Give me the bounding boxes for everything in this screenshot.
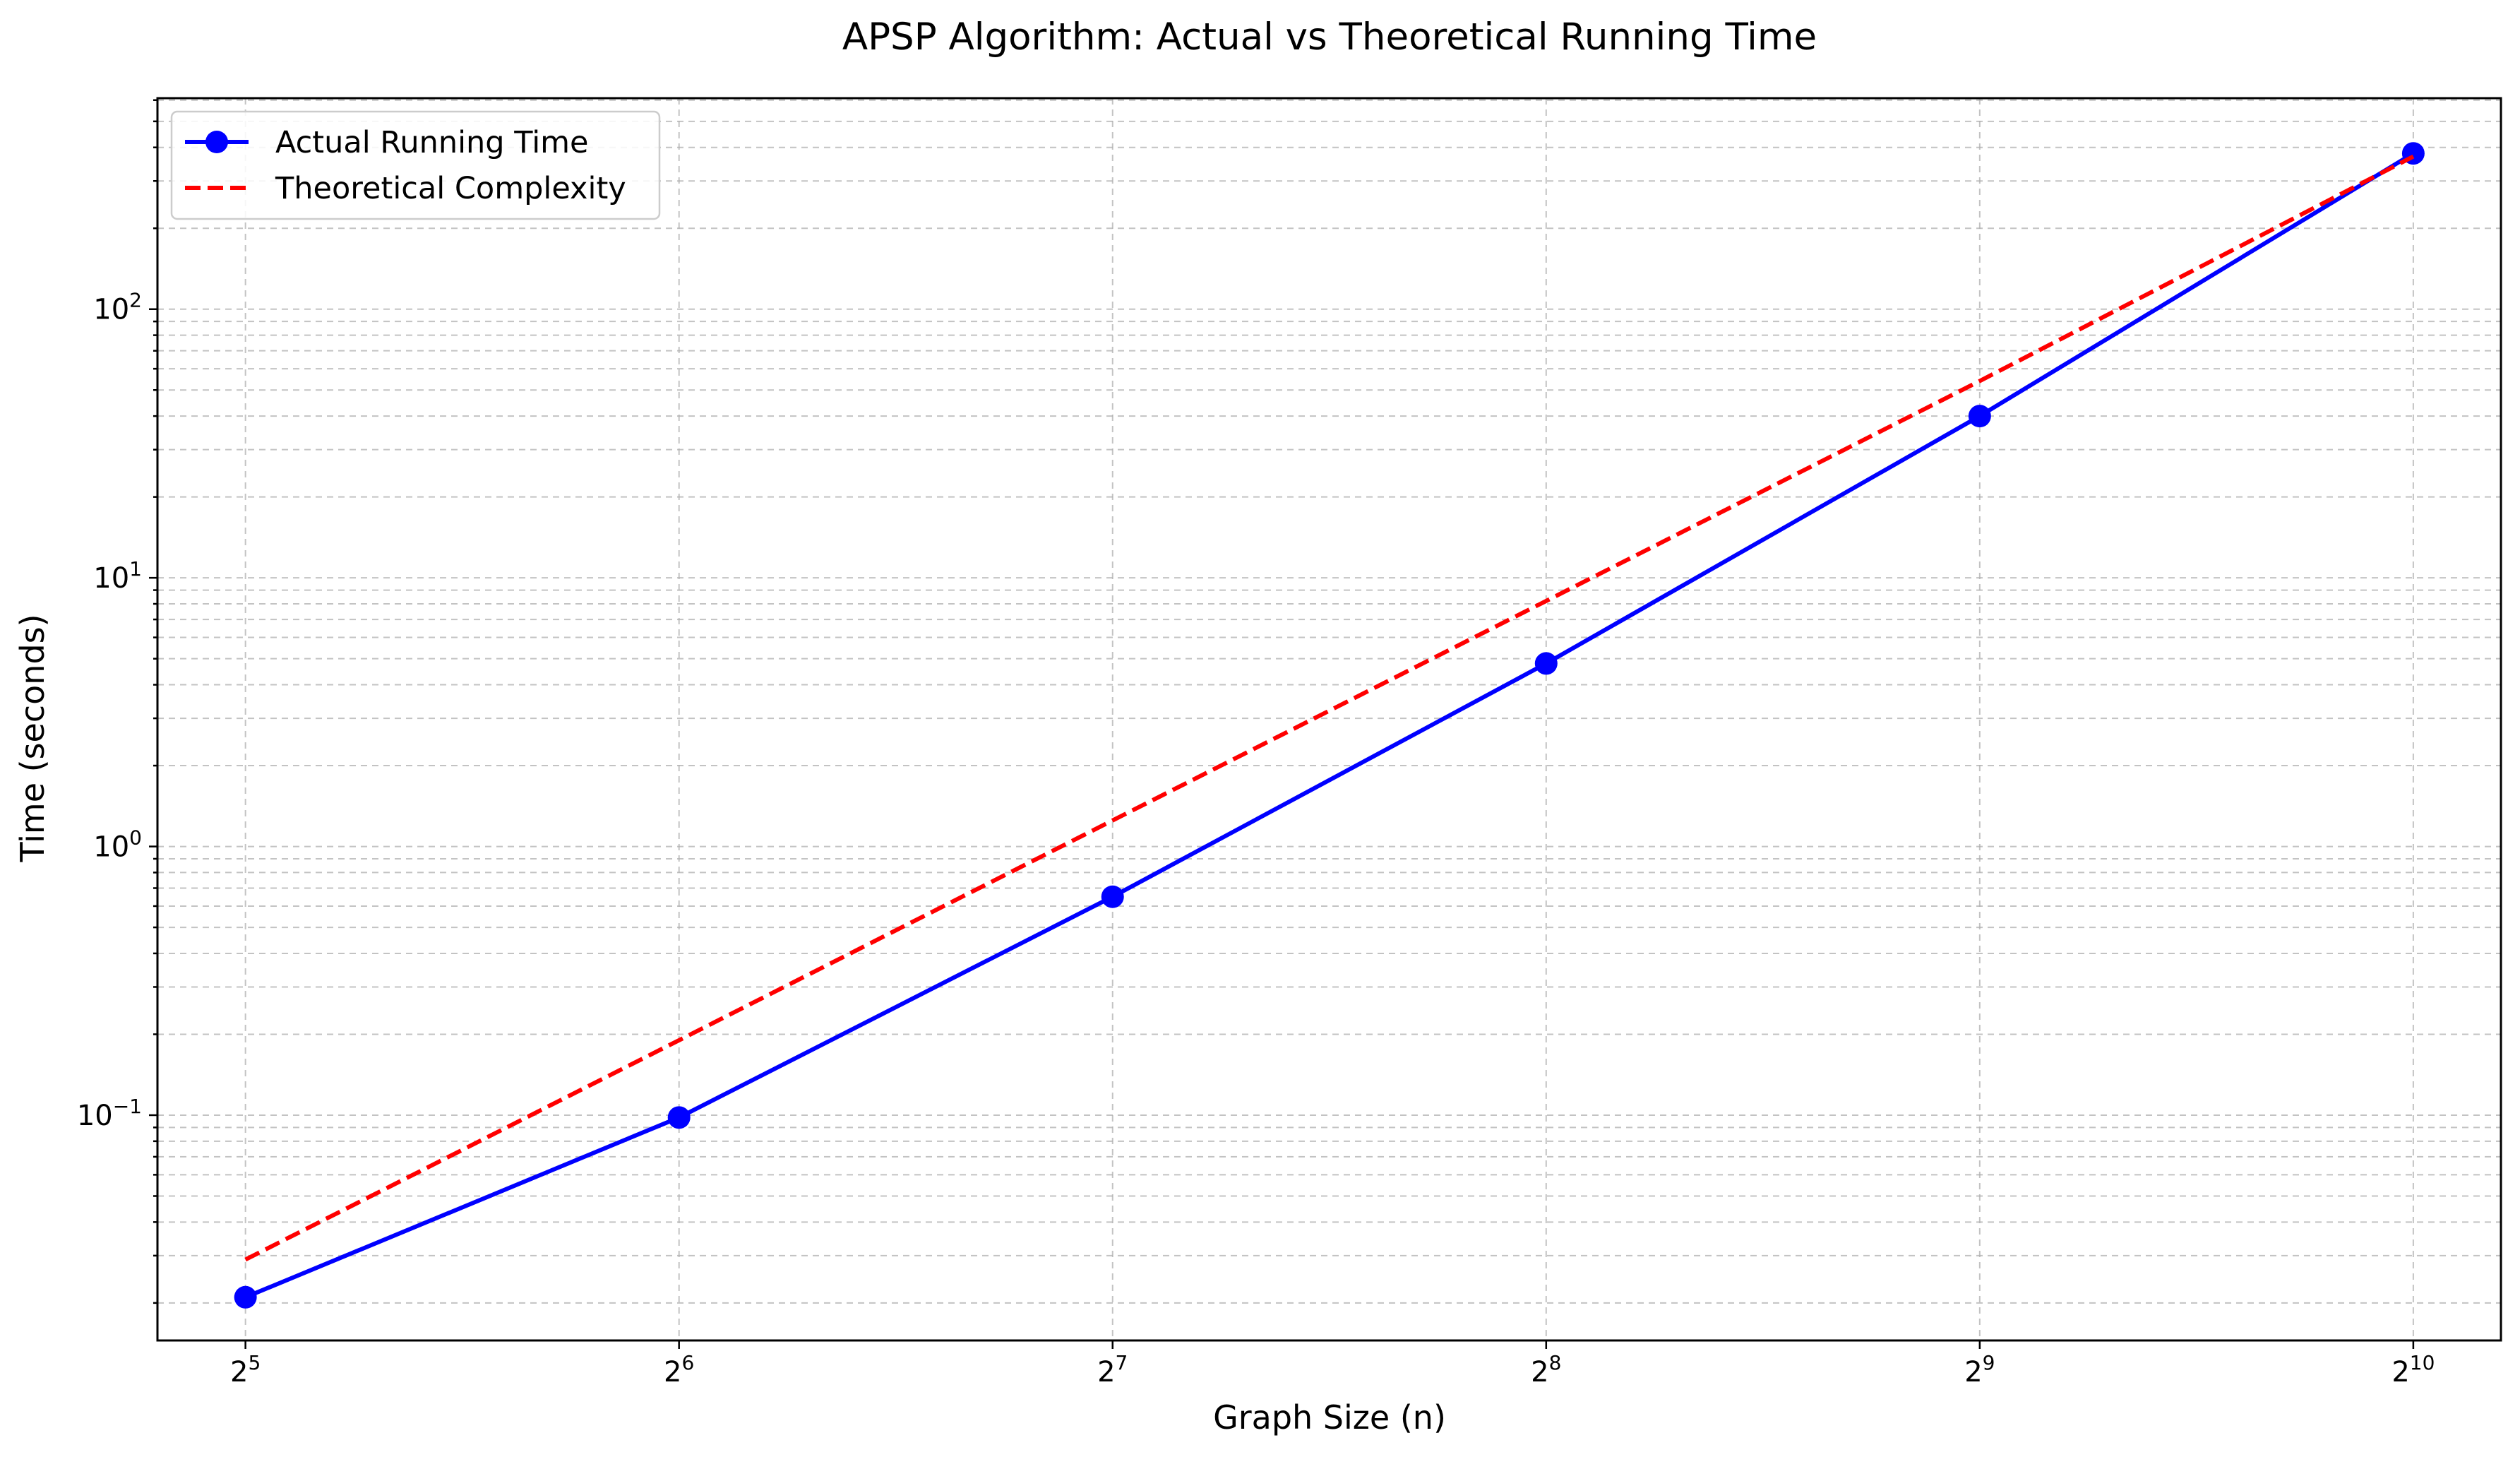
- axis-ticks: 25 26 27 28 29 210 10−1 100 101 102: [77, 99, 2435, 1388]
- legend: Actual Running Time Theoretical Complexi…: [170, 110, 661, 220]
- legend-actual-label: Actual Running Time: [275, 125, 588, 160]
- actual-running-time-line: [244, 151, 2415, 1300]
- y-tick-label: 101: [93, 557, 142, 595]
- x-tick-label: 25: [230, 1351, 261, 1388]
- plot-frame: [156, 97, 2502, 1342]
- grid-lines: [157, 98, 2501, 1340]
- actual-running-time-point: [667, 1106, 691, 1129]
- y-tick-label: 100: [93, 826, 142, 864]
- theoretical-complexity-line: [244, 154, 2415, 1262]
- actual-running-time-point: [1101, 885, 1124, 908]
- series-layer: [234, 142, 2425, 1309]
- x-tick-label: 29: [1964, 1351, 1995, 1388]
- legend-theoretical-label: Theoretical Complexity: [275, 171, 626, 206]
- actual-running-time-point: [234, 1285, 257, 1309]
- x-tick-label: 28: [1531, 1351, 1561, 1388]
- actual-running-time-point: [1534, 652, 1558, 675]
- legend-actual-marker: [205, 131, 228, 153]
- y-tick-label: 102: [93, 289, 142, 326]
- y-tick-label: 10−1: [77, 1095, 142, 1132]
- actual-running-time-point: [1968, 405, 1991, 428]
- x-tick-label: 27: [1097, 1351, 1128, 1388]
- x-axis-label: Graph Size (n): [1213, 1398, 1446, 1437]
- y-axis-label: Time (seconds): [13, 614, 52, 862]
- legend-box: [170, 110, 661, 220]
- x-tick-label: 26: [664, 1351, 694, 1388]
- x-tick-label: 210: [2391, 1351, 2435, 1388]
- chart-title: APSP Algorithm: Actual vs Theoretical Ru…: [842, 16, 1817, 59]
